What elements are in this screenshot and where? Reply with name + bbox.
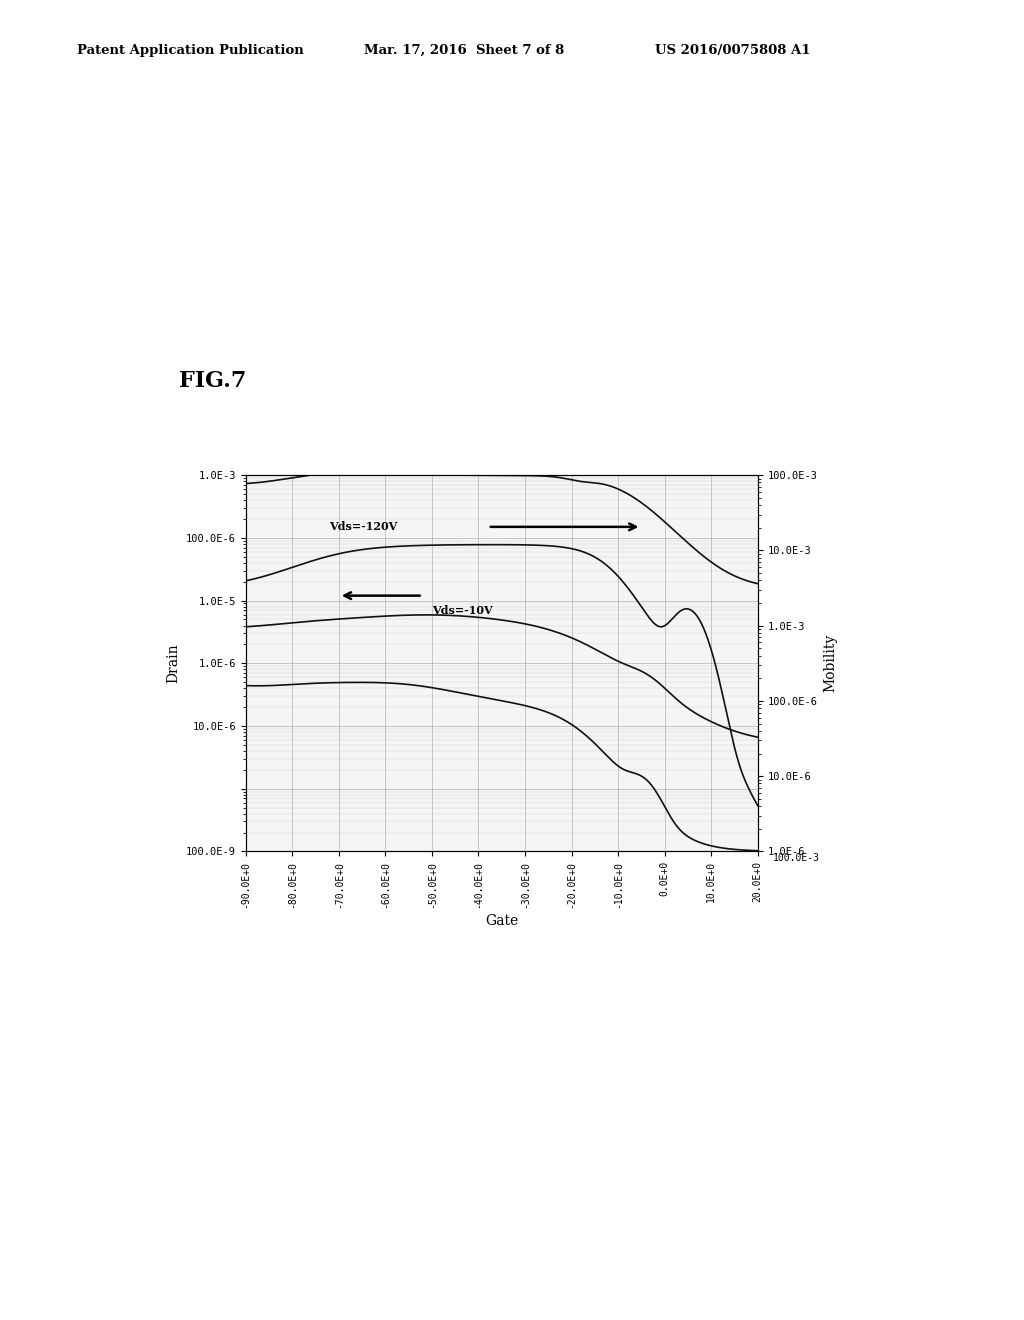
Text: Vds=-120V: Vds=-120V xyxy=(330,521,397,532)
Y-axis label: Drain: Drain xyxy=(167,643,180,684)
Text: Vds=-10V: Vds=-10V xyxy=(432,605,493,616)
Text: Patent Application Publication: Patent Application Publication xyxy=(77,44,303,57)
Text: 100.0E-3: 100.0E-3 xyxy=(773,853,820,863)
Y-axis label: Mobility: Mobility xyxy=(823,634,837,693)
Text: Mar. 17, 2016  Sheet 7 of 8: Mar. 17, 2016 Sheet 7 of 8 xyxy=(364,44,564,57)
Text: US 2016/0075808 A1: US 2016/0075808 A1 xyxy=(655,44,811,57)
X-axis label: Gate: Gate xyxy=(485,913,518,928)
Text: FIG.7: FIG.7 xyxy=(179,370,247,392)
